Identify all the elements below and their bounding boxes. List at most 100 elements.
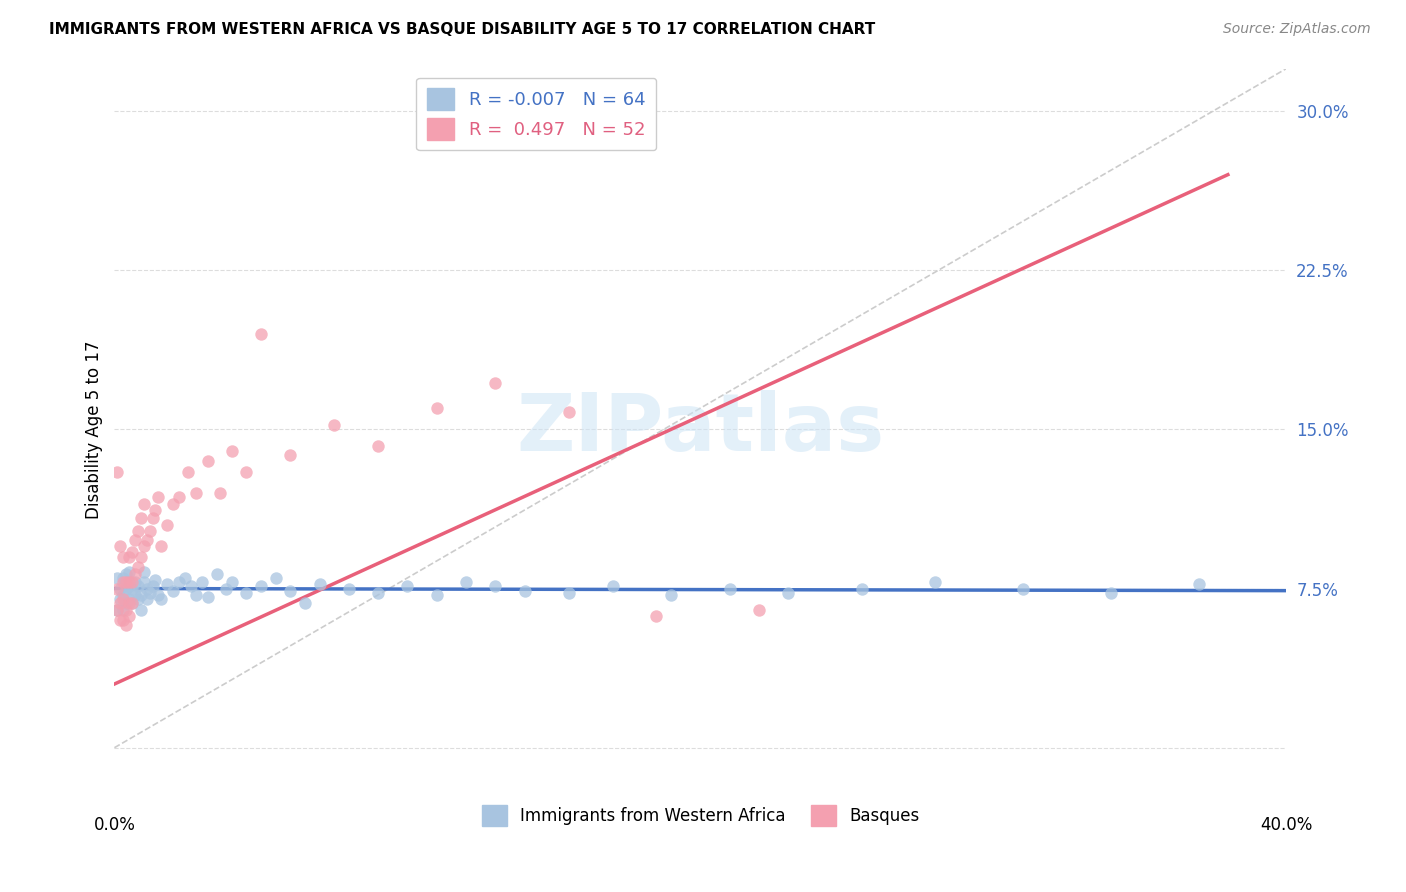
Point [112, 575, 135, 590]
Point [337, 582, 360, 596]
Point [278, 583, 301, 598]
Point [121, 596, 143, 610]
Point [112, 571, 135, 585]
Point [484, 579, 506, 593]
Point [176, 465, 198, 479]
Point [659, 588, 682, 602]
Text: Source: ZipAtlas.com: Source: ZipAtlas.com [1223, 22, 1371, 37]
Point [115, 603, 138, 617]
Point [148, 490, 170, 504]
Point [141, 579, 163, 593]
Point [557, 586, 579, 600]
Point [180, 579, 202, 593]
Point [645, 609, 668, 624]
Point [127, 524, 149, 539]
Point [105, 603, 128, 617]
Point [484, 376, 506, 390]
Point [112, 588, 135, 602]
Point [124, 575, 146, 590]
Point [454, 575, 477, 590]
Point [115, 596, 138, 610]
Point [235, 586, 257, 600]
Point [294, 596, 316, 610]
Point [118, 549, 141, 564]
Point [150, 539, 173, 553]
Point [105, 603, 128, 617]
Point [127, 560, 149, 574]
Point [215, 582, 238, 596]
Point [138, 586, 160, 600]
Point [367, 586, 389, 600]
Point [132, 575, 155, 590]
Y-axis label: Disability Age 5 to 17: Disability Age 5 to 17 [86, 340, 103, 518]
Point [115, 575, 138, 590]
Point [205, 566, 228, 581]
Point [129, 603, 152, 617]
Point [167, 490, 190, 504]
Point [308, 577, 330, 591]
Point [124, 533, 146, 547]
Point [112, 613, 135, 627]
Point [250, 326, 273, 341]
Point [110, 582, 132, 596]
Point [426, 401, 449, 416]
Point [105, 582, 128, 596]
Point [924, 575, 946, 590]
Point [323, 418, 346, 433]
Point [135, 592, 157, 607]
Point [235, 465, 257, 479]
Point [118, 592, 141, 607]
Point [162, 497, 184, 511]
Point [118, 609, 141, 624]
Point [110, 592, 132, 607]
Point [197, 454, 219, 468]
Point [1011, 582, 1033, 596]
Point [132, 539, 155, 553]
Point [124, 588, 146, 602]
Point [132, 497, 155, 511]
Point [129, 588, 152, 602]
Point [127, 592, 149, 607]
Point [121, 545, 143, 559]
Point [718, 582, 741, 596]
Point [426, 588, 449, 602]
Point [105, 571, 128, 585]
Point [186, 486, 208, 500]
Point [115, 582, 138, 596]
Point [115, 617, 138, 632]
Point [1099, 586, 1122, 600]
Point [118, 579, 141, 593]
Point [748, 603, 770, 617]
Point [221, 575, 243, 590]
Point [118, 575, 141, 590]
Point [135, 533, 157, 547]
Point [138, 524, 160, 539]
Point [129, 511, 152, 525]
Point [602, 579, 624, 593]
Point [112, 592, 135, 607]
Point [127, 579, 149, 593]
Text: ZIPatlas: ZIPatlas [516, 391, 884, 468]
Point [121, 582, 143, 596]
Point [162, 583, 184, 598]
Point [208, 486, 231, 500]
Text: IMMIGRANTS FROM WESTERN AFRICA VS BASQUE DISABILITY AGE 5 TO 17 CORRELATION CHAR: IMMIGRANTS FROM WESTERN AFRICA VS BASQUE… [49, 22, 876, 37]
Point [278, 448, 301, 462]
Point [110, 596, 132, 610]
Point [778, 586, 800, 600]
Point [186, 588, 208, 602]
Point [221, 443, 243, 458]
Point [367, 439, 389, 453]
Point [112, 603, 135, 617]
Point [557, 405, 579, 419]
Point [197, 590, 219, 604]
Point [156, 517, 179, 532]
Legend: Immigrants from Western Africa, Basques: Immigrants from Western Africa, Basques [475, 798, 925, 832]
Point [851, 582, 873, 596]
Point [167, 575, 190, 590]
Point [110, 539, 132, 553]
Point [1187, 577, 1209, 591]
Point [156, 577, 179, 591]
Point [121, 575, 143, 590]
Point [115, 566, 138, 581]
